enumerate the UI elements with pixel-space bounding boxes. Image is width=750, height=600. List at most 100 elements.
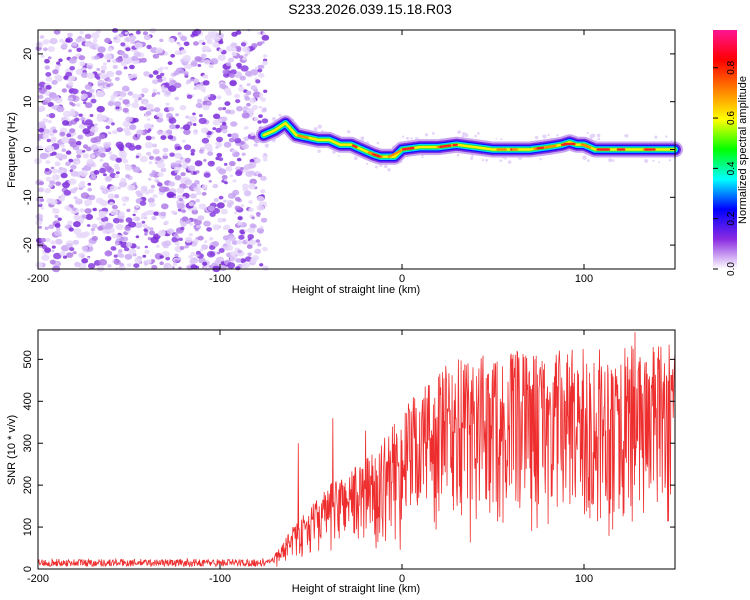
noise-blob	[240, 141, 245, 145]
speckle	[534, 135, 539, 140]
noise-blob	[237, 249, 243, 254]
noise-blob	[76, 47, 82, 52]
noise-blob	[118, 181, 128, 188]
noise-blob	[150, 236, 159, 244]
noise-blob	[203, 172, 211, 178]
noise-blob	[247, 234, 254, 240]
noise-blob	[185, 185, 189, 189]
noise-blob	[181, 216, 189, 222]
noise-blob	[116, 252, 123, 258]
noise-blob	[233, 211, 238, 215]
noise-blob	[89, 113, 94, 118]
noise-blob	[182, 124, 191, 131]
noise-blob	[208, 64, 214, 69]
noise-blob	[113, 101, 122, 107]
speckle	[272, 117, 276, 121]
noise-blob	[231, 240, 238, 246]
ridge-peak	[536, 146, 545, 150]
noise-blob	[42, 133, 50, 139]
noise-blob	[244, 229, 248, 233]
noise-blob	[213, 36, 221, 42]
colorbar-tick-label: 0.2	[726, 211, 737, 225]
noise-blob	[213, 198, 219, 203]
noise-blob	[190, 251, 196, 256]
noise-blob	[203, 59, 211, 65]
noise-blob	[251, 216, 255, 220]
noise-blob	[107, 131, 112, 135]
noise-blob	[182, 196, 186, 200]
ridge-peak	[371, 153, 381, 158]
noise-blob	[162, 154, 169, 160]
noise-blob	[44, 226, 49, 230]
noise-blob	[135, 30, 141, 35]
noise-blob	[234, 93, 240, 99]
noise-blob	[42, 39, 50, 45]
noise-blob	[206, 227, 213, 232]
noise-blob	[103, 143, 111, 149]
noise-blob	[198, 203, 207, 210]
noise-blob	[150, 109, 154, 112]
noise-blob	[235, 266, 241, 271]
noise-blob	[121, 236, 129, 242]
noise-blob	[112, 217, 121, 224]
noise-blob	[180, 222, 187, 227]
noise-blob	[184, 157, 191, 163]
noise-blob	[250, 109, 255, 113]
noise-blob	[59, 39, 64, 43]
noise-blob	[195, 102, 203, 109]
noise-blob	[104, 53, 112, 60]
noise-blob	[50, 152, 54, 157]
noise-blob	[66, 207, 73, 212]
noise-blob	[223, 141, 232, 148]
noise-blob	[159, 261, 164, 266]
noise-blob	[218, 195, 224, 200]
noise-blob	[115, 157, 123, 163]
noise-blob	[82, 128, 91, 135]
noise-blob	[81, 93, 88, 99]
noise-blob	[109, 185, 118, 192]
noise-blob	[262, 32, 266, 35]
noise-blob	[71, 41, 78, 47]
noise-blob	[240, 42, 247, 47]
noise-blob	[54, 74, 63, 81]
x-tick-label: -200	[27, 573, 49, 585]
noise-blob	[221, 116, 228, 122]
noise-blob	[144, 232, 148, 236]
noise-blob	[54, 223, 61, 228]
noise-blob	[85, 203, 89, 207]
speckle	[383, 164, 388, 169]
noise-blob	[133, 51, 141, 57]
noise-blob	[135, 155, 140, 159]
noise-blob	[87, 242, 93, 247]
noise-blob	[92, 207, 97, 212]
noise-blob	[236, 157, 242, 162]
noise-blob	[227, 192, 236, 199]
noise-blob	[73, 221, 81, 228]
noise-blob	[96, 76, 101, 80]
noise-blob	[167, 265, 173, 270]
noise-blob	[44, 58, 50, 64]
noise-blob	[149, 202, 156, 208]
noise-blob	[117, 186, 121, 190]
figure-title: S233.2026.039.15.18.R03	[288, 1, 452, 17]
noise-blob	[84, 84, 93, 90]
noise-blob	[207, 160, 215, 167]
noise-blob	[217, 54, 226, 61]
noise-blob	[152, 88, 157, 93]
speckle	[332, 150, 336, 154]
noise-blob	[212, 127, 217, 131]
noise-blob	[212, 119, 221, 126]
noise-blob	[126, 208, 131, 212]
noise-blob	[201, 137, 210, 144]
noise-blob	[234, 196, 241, 202]
noise-blob	[174, 253, 179, 257]
noise-blob	[111, 233, 118, 239]
noise-blob	[241, 112, 250, 119]
noise-blob	[152, 143, 158, 148]
noise-blob	[165, 256, 171, 261]
noise-blob	[259, 93, 264, 97]
noise-blob	[115, 91, 120, 95]
noise-blob	[238, 86, 245, 92]
noise-blob	[262, 60, 268, 66]
noise-blob	[209, 212, 216, 217]
